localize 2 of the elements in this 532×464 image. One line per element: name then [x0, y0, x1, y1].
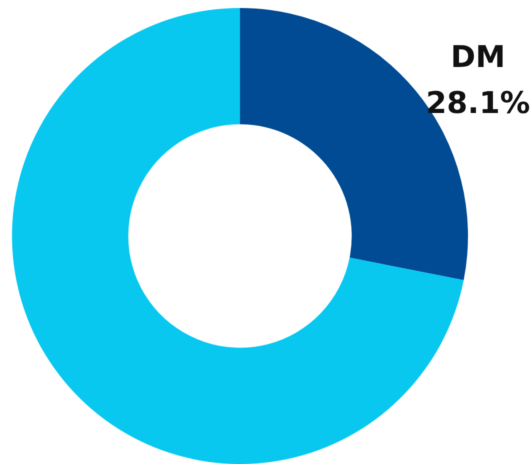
- data-label: 28.1%: [426, 86, 530, 122]
- slice-label: DM: [450, 40, 506, 76]
